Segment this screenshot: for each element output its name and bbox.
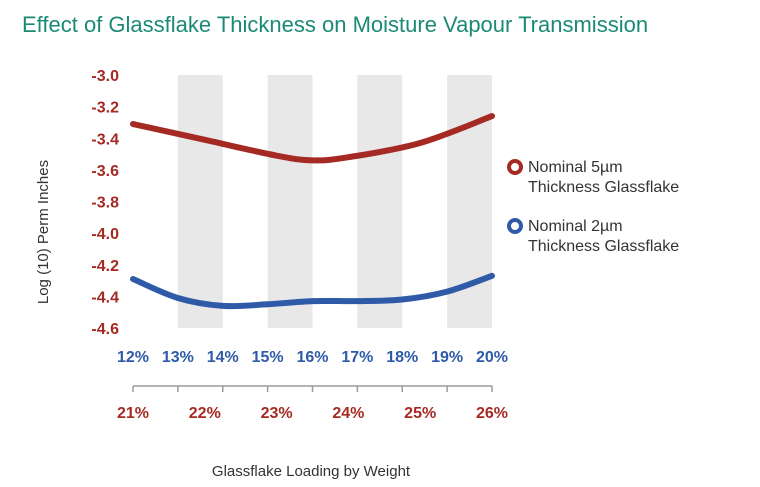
grid-band	[177, 75, 223, 328]
legend-marker-icon	[507, 218, 523, 234]
x-primary-tick-label: 20%	[476, 349, 508, 366]
y-tick-label: -3.2	[91, 100, 119, 117]
y-tick-label: -3.8	[91, 195, 119, 212]
y-tick-label: -4.2	[91, 258, 119, 275]
grid-band	[267, 75, 313, 328]
y-tick-label: -4.0	[91, 226, 119, 243]
legend-item-2: Nominal 2µm Thickness Glassflake	[507, 218, 679, 255]
x-axis-primary: 12% 13% 14% 15% 16% 17% 18% 19% 20%	[117, 349, 508, 366]
series-lines	[130, 113, 495, 310]
legend-label: Nominal 2µm	[528, 218, 623, 235]
x-primary-tick-label: 13%	[162, 349, 194, 366]
legend-label: Thickness Glassflake	[528, 179, 679, 196]
x-primary-tick-label: 17%	[341, 349, 373, 366]
y-tick-label: -3.0	[91, 68, 119, 85]
x-secondary-tick-label: 24%	[332, 405, 364, 422]
x-primary-tick-label: 18%	[386, 349, 418, 366]
grid-band	[357, 75, 403, 328]
legend-label: Thickness Glassflake	[528, 238, 679, 255]
legend-marker-icon	[507, 159, 523, 175]
series-line-1	[130, 113, 495, 164]
y-tick-label: -4.4	[91, 289, 119, 306]
y-axis-ticks: -3.0 -3.2 -3.4 -3.6 -3.8 -4.0 -4.2 -4.4 -4.6	[91, 68, 119, 338]
x-primary-tick-label: 19%	[431, 349, 463, 366]
chart-title: Effect of Glassflake Thickness on Moistu…	[22, 12, 648, 37]
x-primary-tick-label: 12%	[117, 349, 149, 366]
y-axis-label: Log (10) Perm Inches	[35, 160, 52, 304]
x-axis-secondary: 21% 22% 23% 24% 25% 26%	[117, 385, 508, 422]
x-secondary-tick-label: 26%	[476, 405, 508, 422]
legend-label: Nominal 5µm	[528, 159, 623, 176]
y-tick-label: -3.6	[91, 163, 119, 180]
x-axis-label: Glassflake Loading by Weight	[212, 463, 411, 480]
x-primary-tick-label: 16%	[296, 349, 328, 366]
series-line-2	[130, 272, 495, 310]
x-secondary-tick-label: 23%	[261, 405, 293, 422]
y-tick-label: -4.6	[91, 321, 119, 338]
x-secondary-tick-label: 22%	[189, 405, 221, 422]
legend-item-1: Nominal 5µm Thickness Glassflake	[507, 159, 679, 196]
x-secondary-tick-label: 21%	[117, 405, 149, 422]
x-primary-tick-label: 15%	[252, 349, 284, 366]
x-secondary-tick-label: 25%	[404, 405, 436, 422]
x-primary-tick-label: 14%	[207, 349, 239, 366]
y-tick-label: -3.4	[91, 131, 119, 148]
